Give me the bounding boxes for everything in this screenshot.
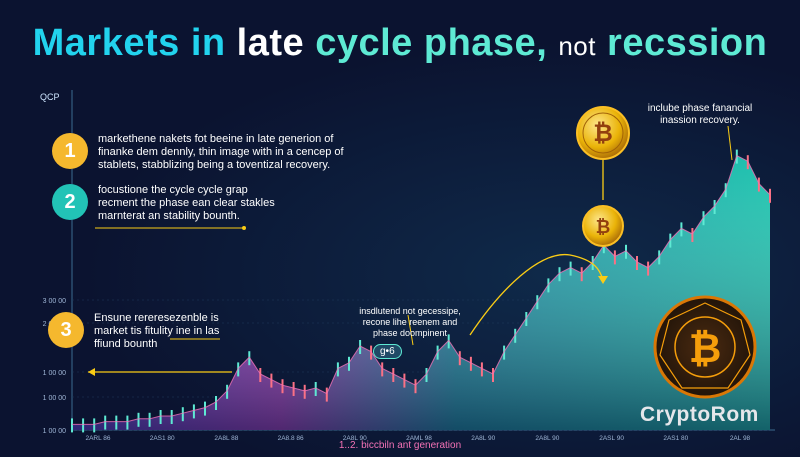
step-3: 3 Ensune rereresezenble is market tis fi… <box>48 312 219 351</box>
step-line: finanke dem dennly, thin image with in a… <box>98 146 344 158</box>
annotation-line: phase doompinent <box>372 328 448 338</box>
step-line: Ensune rereresezenble is <box>94 312 219 324</box>
coin-annotation: inclube phase fanancial inassion recover… <box>640 103 760 127</box>
annotation-arrow <box>469 254 604 336</box>
x-tick-label: 2A8L 90 <box>343 435 367 442</box>
mid-annotation-line <box>407 314 414 346</box>
bitcoin-coin-large: ₿ <box>653 295 757 399</box>
bitcoin-icon: ₿ <box>596 217 611 237</box>
y-tick-label: 1 00 00 <box>43 395 66 402</box>
x-tick-label: 2AS1 80 <box>150 435 175 442</box>
annotation-line: recone lihe reenem and <box>362 317 458 327</box>
step-line: market tis fitulity ine in las <box>94 325 220 337</box>
annotation-line: insdlutend not gecessipe, <box>359 306 461 316</box>
x-tick-label: 2A8L 88 <box>214 435 238 442</box>
x-axis-label: 1..2. biccbiln ant generation <box>338 440 462 451</box>
step-line: recment the phase ean clear stakles <box>98 197 275 209</box>
step-2: 2 focustione the cycle cycle grap recmen… <box>52 184 275 223</box>
bitcoin-coin-top: ₿ <box>576 106 630 160</box>
price-line <box>72 154 771 425</box>
bitcoin-icon: ₿ <box>593 120 613 147</box>
x-tick-label: 2ASL 90 <box>599 435 624 442</box>
value-badge: g•6 <box>373 344 402 359</box>
step-text: Ensune rereresezenble is market tis fitu… <box>94 312 219 351</box>
brand-logo: CryptoRom <box>640 403 759 426</box>
y-tick-label: 1 00 00 <box>43 370 66 377</box>
x-tick-label: 2A8L 90 <box>535 435 559 442</box>
step-line: marnterat an stability bounth. <box>98 210 240 222</box>
step-line: markethene nakets fot beeine in late gen… <box>98 133 334 145</box>
title-word: Markets in <box>32 22 226 64</box>
step-number: 2 <box>52 184 88 220</box>
step-number: 3 <box>48 312 84 348</box>
bitcoin-coin-mid: ₿ <box>582 205 624 247</box>
marker-dot <box>242 226 246 230</box>
title-word: not <box>558 31 596 61</box>
mid-annotation: insdlutend not gecessipe, recone lihe re… <box>345 306 475 339</box>
arrow-head <box>598 276 608 284</box>
annotation-line: inclube phase fanancial <box>647 103 753 114</box>
arrow-head <box>88 368 95 376</box>
x-tick-label: 2ARL 86 <box>85 435 110 442</box>
x-tick-label: 2AS1 80 <box>663 435 688 442</box>
corner-label: QCP <box>40 92 60 102</box>
annotation-line: inassion recovery. <box>660 115 740 126</box>
page-title: Markets in late cycle phase, not recssio… <box>0 22 800 65</box>
step-number: 1 <box>52 133 88 169</box>
x-tick-label: 2A8L 90 <box>471 435 495 442</box>
price-area-shade <box>72 155 770 430</box>
x-tick-label: 2A8.8 86 <box>278 435 304 442</box>
x-tick-label: 2AML 98 <box>406 435 432 442</box>
step-text: focustione the cycle cycle grap recment … <box>98 184 275 223</box>
step-line: stablets, stabblizing being a toventizal… <box>98 159 331 171</box>
step-text: markethene nakets fot beeine in late gen… <box>98 133 344 172</box>
step-line: focustione the cycle cycle grap <box>98 184 248 196</box>
y-tick-label: 1 00 00 <box>43 428 66 435</box>
x-tick-label: 2AL 98 <box>730 435 751 442</box>
step-1: 1 markethene nakets fot beeine in late g… <box>52 133 344 172</box>
title-word: recssion <box>607 22 768 64</box>
title-word: late <box>236 22 305 64</box>
step-line: ffiund bounth <box>94 338 158 350</box>
coin-annotation-line <box>727 125 733 161</box>
bitcoin-icon: ₿ <box>689 327 722 371</box>
y-tick-label: 3 00 00 <box>43 298 66 305</box>
title-word: cycle phase, <box>315 22 548 64</box>
